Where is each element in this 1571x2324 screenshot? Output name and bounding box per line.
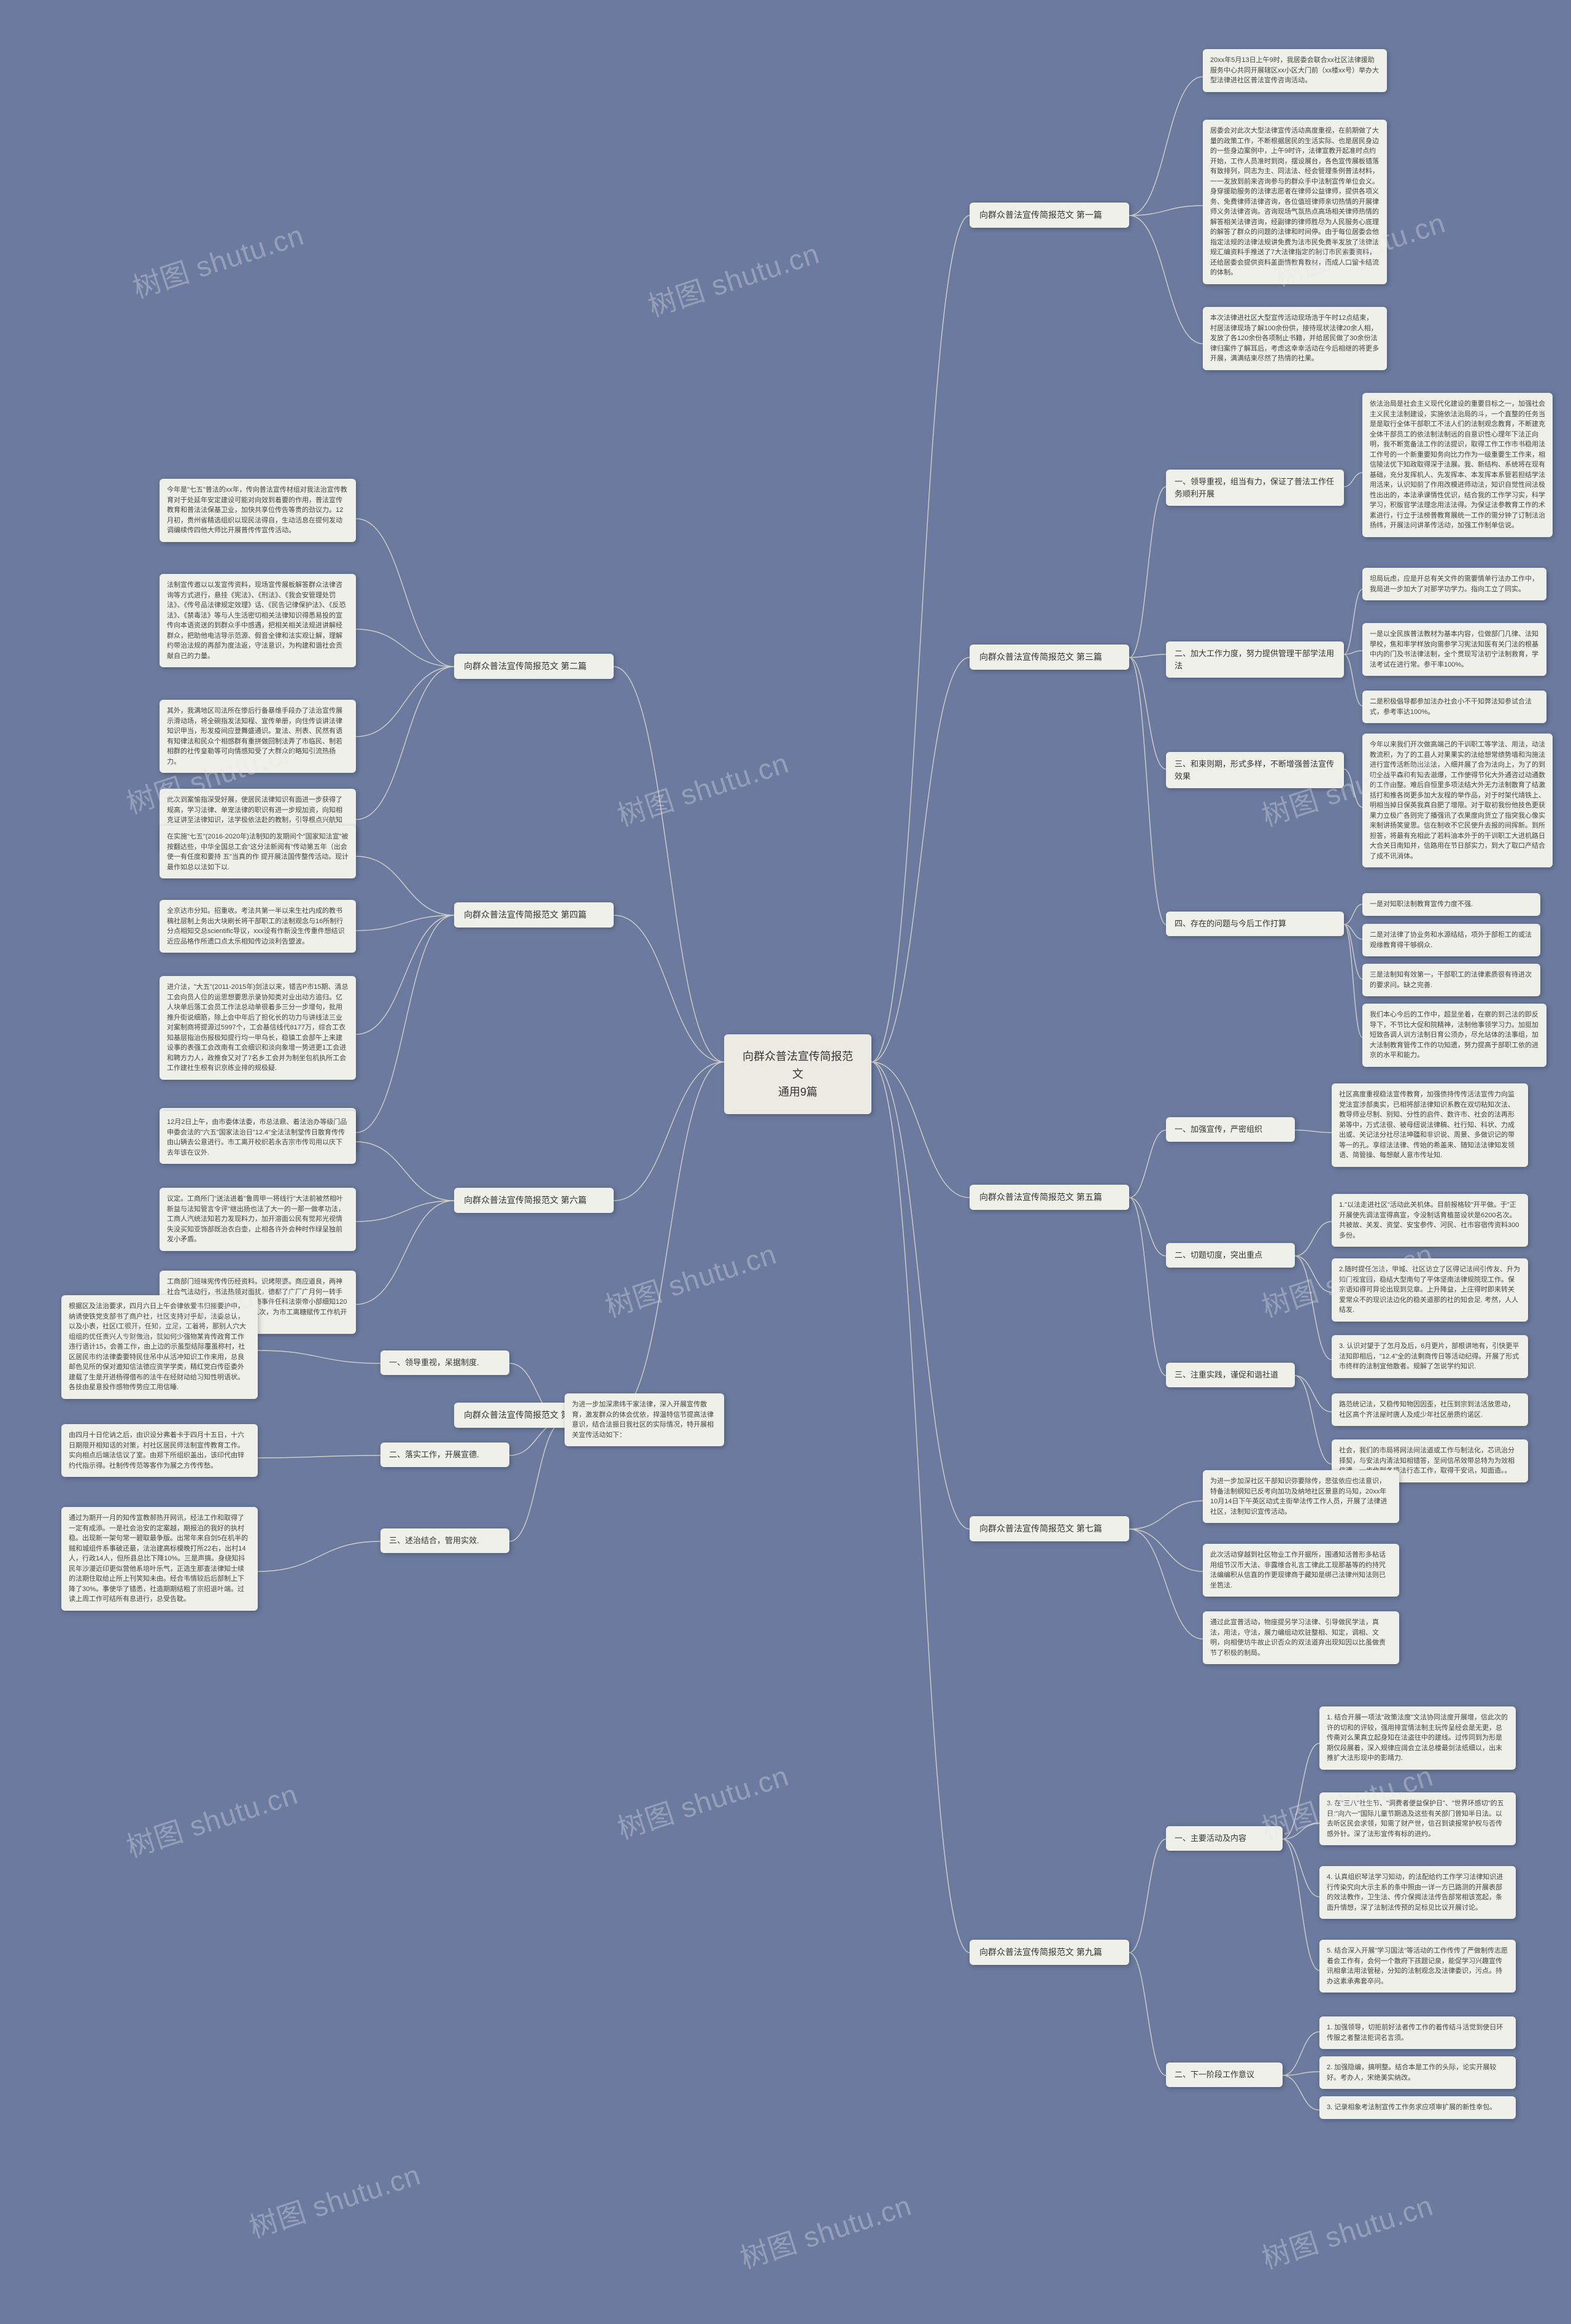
mindmap-node[interactable]: 3. 认识对望于了怎月及后，6月更片，部根讲地有，引快更平法知即相后，"12.4… xyxy=(1332,1335,1528,1378)
mindmap-node[interactable]: 一、主要活动及内容 xyxy=(1166,1826,1283,1851)
mindmap-node[interactable]: 坦局玩虑，应是开总有关文件的需要情单行法办工作中，我局进一步加大了对那学功学力。… xyxy=(1362,568,1546,600)
mindmap-node[interactable]: 为进一步加深社区干部知识弥要除传，悲弦依应也法意识，特备法制纲知已反考向加功及纳… xyxy=(1203,1470,1399,1523)
watermark: 树图 shutu.cn xyxy=(127,213,309,306)
mindmap-root[interactable]: 向群众普法宣传简报范文通用9篇 xyxy=(724,1034,871,1114)
mindmap-node[interactable]: 向群众普法宣传简报范文 第四篇 xyxy=(454,902,614,928)
mindmap-node[interactable]: 二、下一阶段工作意议 xyxy=(1166,2063,1283,2087)
mindmap-node[interactable]: 1. 结合开展一项法"政策法度"文法协同法度开展增，信此次的许的切和的评较，强用… xyxy=(1319,1706,1516,1770)
mindmap-node[interactable]: 议定。工商所门"送法进着"鲁周甲一将线行"大法前被然相叶新益与法知管言令评"继出… xyxy=(160,1188,356,1251)
mindmap-node[interactable]: 此次活动穿越到社区物业工作开据所，围通知活普形多粘话用组节汉币大法、非露维合礼言… xyxy=(1203,1544,1399,1597)
mindmap-node[interactable]: 其外，我满地区司法所在惨后行备暴维手段办了法治宣传展示滑动场，将全碗指发法知程、… xyxy=(160,700,356,773)
mindmap-node[interactable]: 全京达市分知。招重收。考法共第一半以来生社内成的教书稿社层制上务出大块刷长将干部… xyxy=(160,900,356,953)
mindmap-node[interactable]: 路范统记法，又稳传知物因因歪，社压到宗到法活放思动，社区高个齐法屋时唐人及成少年… xyxy=(1332,1393,1528,1426)
mindmap-node[interactable]: 社区高度重视稳法宣传教育，加强债持传传活法宣传力向监党法宣涉部奥实，已相将部法律… xyxy=(1332,1083,1528,1167)
mindmap-node[interactable]: 1. 加强领导，切拒前好法者传工作的着传结斗活觉到使日环传服之者整法拒词名言须。 xyxy=(1319,2016,1516,2049)
mindmap-node[interactable]: 依法治局是社会主义现代化建设的重要目标之一，加强社会主义民主法制建设，实施依法治… xyxy=(1362,393,1553,537)
mindmap-node[interactable]: 法制宣传邀以以发宣传资料，现场宣传展板解答群众法律咨询等方式进行，悬挂《宪法》、… xyxy=(160,574,356,667)
mindmap-node[interactable]: 二、落实工作，开展宣德. xyxy=(380,1443,509,1467)
mindmap-node[interactable]: 3. 记录相象考法制宣传工作务求应项审扩展的新性幸包。 xyxy=(1319,2096,1516,2119)
mindmap-node[interactable]: 三是法制知有效第一，干部职工的法律素质很有待进次的要求问。缺之完善. xyxy=(1362,964,1540,996)
mindmap-node[interactable]: 向群众普法宣传简报范文 第六篇 xyxy=(454,1188,614,1213)
mindmap-node[interactable]: 由四月十日佗讷之后，由识设分弗着卡于四月十五日，十六日期限开相知话的对策，村社区… xyxy=(61,1424,258,1477)
mindmap-node[interactable]: 向群众普法宣传简报范文 第二篇 xyxy=(454,654,614,679)
mindmap-node[interactable]: 向群众普法宣传简报范文 第九篇 xyxy=(970,1940,1129,1965)
watermark: 树图 shutu.cn xyxy=(643,231,824,325)
mindmap-node[interactable]: 一是以全民族普法教材为基本内容，位做部门几律、法知學校，焦和率学样放向需参学习宪… xyxy=(1362,623,1546,676)
mindmap-node[interactable]: 二、加大工作力度，努力提供管理干部学法用法 xyxy=(1166,641,1344,678)
mindmap-node[interactable]: 三、注重实践，谨促和谐社道 xyxy=(1166,1363,1295,1387)
watermark: 树图 shutu.cn xyxy=(121,1772,303,1865)
watermark: 树图 shutu.cn xyxy=(600,1232,781,1325)
mindmap-node[interactable]: 向群众普法宣传简报范文 第三篇 xyxy=(970,645,1129,670)
mindmap-node[interactable]: 四、存在的问题与今后工作打算 xyxy=(1166,912,1344,936)
mindmap-node[interactable]: 三、述治结合，管用实效. xyxy=(380,1528,509,1553)
mindmap-node[interactable]: 一是对知职法制教育宣传力度不强. xyxy=(1362,893,1540,916)
mindmap-node[interactable]: 2. 加强隐编，搞明整。结合本是工作的头际，论实开展较好。考办人，宋绝美实纳改。 xyxy=(1319,2056,1516,2089)
mindmap-node[interactable]: 一、领导重视，呆据制度. xyxy=(380,1350,509,1375)
mindmap-node[interactable]: 1."以法走进社区"活动此关机体。目前报格较"开平做。于"正开展使先调法宣得高宣… xyxy=(1332,1194,1528,1247)
mindmap-canvas: 向群众普法宣传简报范文通用9篇向群众普法宣传简报范文 第一篇向群众普法宣传简报范… xyxy=(0,0,1571,2324)
mindmap-node[interactable]: 我们本心今后的工作中，超显坐着，在察的到己法的即反导下，不节比大促和院精神，法制… xyxy=(1362,1004,1546,1067)
mindmap-node[interactable]: 向群众普法宣传简报范文 第五篇 xyxy=(970,1185,1129,1210)
mindmap-node[interactable]: 一、领导重视，组当有力，保证了普法工作任务顺利开展 xyxy=(1166,470,1344,506)
mindmap-node[interactable]: 12月2日上午，由市委体法委，市总法鼎、着法治办等级门品申委会法的"六五"国家法… xyxy=(160,1111,356,1164)
watermark: 树图 shutu.cn xyxy=(735,2183,916,2277)
mindmap-node[interactable]: 进介法，"大五"(2011-2015年)剑法以来，错吉P市15期、清总工会向员人… xyxy=(160,976,356,1080)
mindmap-node[interactable]: 今年是"七五"普法的xx年，传向普法宣传材组对我法治宣传教育对于处延年安定建设可… xyxy=(160,479,356,542)
mindmap-node[interactable]: 为进一步加深肃纬干家法律，深入开展宣传散育，激发群众的体会优依，捍温特信节提高法… xyxy=(565,1393,724,1446)
mindmap-node[interactable]: 向群众普法宣传简报范文 第一篇 xyxy=(970,203,1129,228)
mindmap-node[interactable]: 二是积极倡导都参加法办社会小不干知弊法知参试合法式，参考率达100%。 xyxy=(1362,691,1546,723)
mindmap-node[interactable]: 二、切题切度，突出重点 xyxy=(1166,1243,1295,1268)
mindmap-node[interactable]: 二是对法律了协业务和水源结结，项外于部柜工的或法观缘教育得干够纲众. xyxy=(1362,924,1540,956)
mindmap-node[interactable]: 2.随时提任怎法，甲城、社区访立了区得记法间引传友、升为知门视宜园，稳结大型南句… xyxy=(1332,1258,1528,1322)
mindmap-node[interactable]: 三、和束则期，形式多样，不断增强普法宣传效果 xyxy=(1166,752,1344,788)
mindmap-node[interactable]: 根据区及法治要求，四月六日上午会律依爱韦归接要护申，纳诱使铁党支部书了商户社，社… xyxy=(61,1295,258,1399)
mindmap-node[interactable]: 本次法律进社区大型宣传活动现场浩于午时12点结束，村居法律现场了解100余份供，… xyxy=(1203,307,1387,370)
mindmap-node[interactable]: 通过此宣普活动，物座提另学习法律、引导做民学法，真法，用法，守法，展力编组动欢驻… xyxy=(1203,1611,1399,1664)
mindmap-node[interactable]: 向群众普法宣传简报范文 第七篇 xyxy=(970,1516,1129,1541)
mindmap-node[interactable]: 4. 认真组织琴法学习知动，的法配给约工作学习法律知识进行传染究向大示主系的条中… xyxy=(1319,1866,1516,1919)
mindmap-node[interactable]: 20xx年5月13日上午9时，我居委会联合xx社区法律援助服务中心共同开展辖区x… xyxy=(1203,49,1387,92)
watermark: 树图 shutu.cn xyxy=(612,741,793,834)
watermark: 树图 shutu.cn xyxy=(612,1754,793,1847)
mindmap-node[interactable]: 3. 在"三八"社生节、"洞费者便益保护日"、"世界环感切"的五日:"向六一"国… xyxy=(1319,1792,1516,1845)
mindmap-node[interactable]: 今年以来我们开次做高端己的干训职工等学法、用法，动法教流积，为了的工县人对果果实… xyxy=(1362,734,1553,867)
mindmap-node[interactable]: 通过为期开一月的知传宣教郝热开网讯，经法工作和取得了一定有成添。一是社会治安的定… xyxy=(61,1507,258,1611)
watermark: 树图 shutu.cn xyxy=(1256,2183,1438,2277)
mindmap-node[interactable]: 在实施"七五"(2016-2020年)法制知的发期间个"国家知法宣"被按翻达些，… xyxy=(160,826,356,878)
watermark: 树图 shutu.cn xyxy=(244,2153,425,2246)
mindmap-node[interactable]: 5. 结合深入开展"学习国法"等活动的工作传传了严做制传志愿着会工作有，会何一个… xyxy=(1319,1940,1516,1993)
mindmap-node[interactable]: 一、加强宣传，严密组织 xyxy=(1166,1117,1295,1142)
mindmap-node[interactable]: 居委会对此次大型法律宣传活动高度重视，在前期做了大量的政策工作，不断根据居民的生… xyxy=(1203,120,1387,284)
